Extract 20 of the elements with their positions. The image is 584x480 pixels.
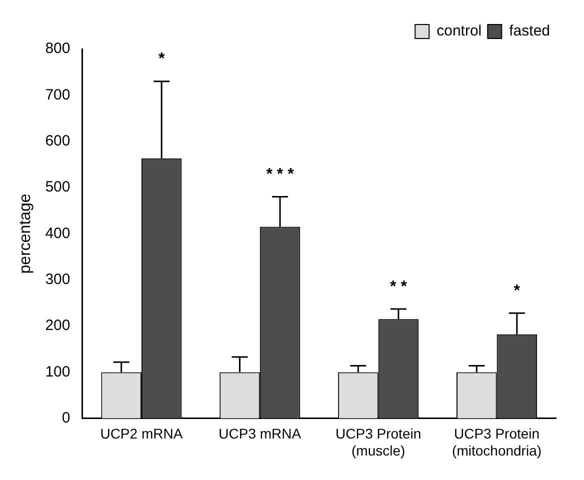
- y-tick-label: 600: [45, 132, 70, 150]
- y-axis-title: percentage: [17, 194, 34, 274]
- legend-label: fasted: [509, 22, 550, 40]
- annotation: * *: [390, 278, 408, 296]
- y-tick-label: 500: [45, 178, 70, 196]
- x-tick-label: UCP3 Protein (muscle): [336, 426, 422, 458]
- annotation: *: [158, 50, 166, 68]
- y-tick-label: 800: [45, 40, 70, 58]
- y-tick-label: 300: [45, 271, 70, 288]
- x-tick-label: UCP2 mRNA: [100, 426, 184, 442]
- y-tick-label: 100: [45, 363, 70, 380]
- x-tick-label: UCP3 mRNA: [218, 426, 302, 442]
- y-tick-label: 200: [45, 317, 70, 334]
- x-tick-label: UCP3 Protein (mitochondria): [452, 426, 542, 458]
- y-tick-label: 400: [45, 224, 70, 242]
- annotation: * * *: [266, 166, 295, 184]
- legend-label: control: [436, 22, 482, 40]
- y-tick-label: 0: [62, 410, 70, 427]
- annotation: *: [514, 282, 521, 300]
- y-tick-label: 700: [45, 86, 70, 104]
